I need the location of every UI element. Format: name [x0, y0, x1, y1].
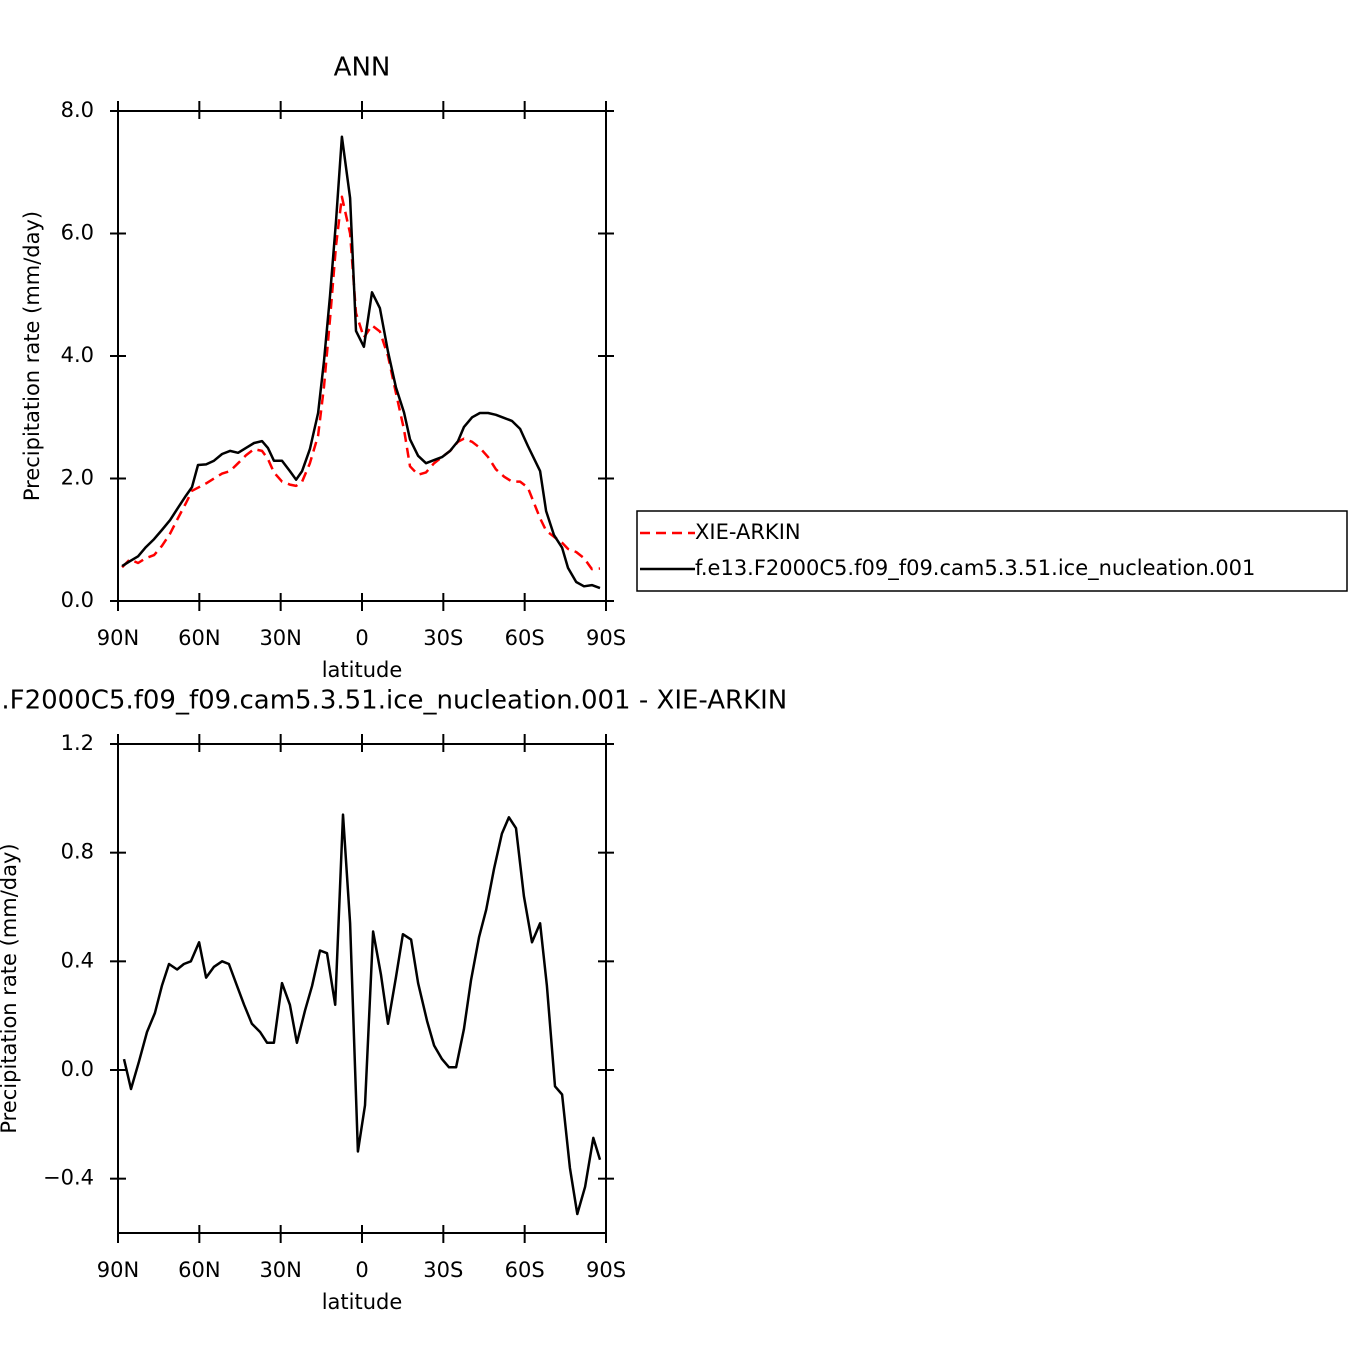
x-tick-label: 90N [97, 1258, 139, 1282]
legend-label: XIE-ARKIN [695, 520, 801, 544]
x-tick-label: 30S [423, 1258, 463, 1282]
x-axis-label: latitude [322, 658, 403, 682]
y-tick-label: 2.0 [61, 466, 94, 490]
y-tick-label: 0.4 [61, 948, 94, 972]
series-line [122, 813, 602, 1216]
y-tick-label: 1.2 [61, 731, 94, 755]
plot-frame [117, 110, 607, 602]
x-tick-label: 30S [423, 626, 463, 650]
legend-box [636, 510, 1348, 592]
x-tick-label: 90N [97, 626, 139, 650]
legend: XIE-ARKIN f.e13.F2000C5.f09_f09.cam5.3.51… [636, 510, 1348, 592]
y-tick-label: 0.0 [61, 588, 94, 612]
y-axis-label: Precipitation rate (mm/day) [20, 211, 44, 501]
plot-frame [117, 743, 607, 1234]
x-tick-label: 60S [505, 626, 545, 650]
legend-label: f.e13.F2000C5.f09_f09.cam5.3.51.ice_nucl… [695, 556, 1255, 581]
x-tick-label: 30N [259, 626, 301, 650]
y-tick-label: 6.0 [61, 221, 94, 245]
y-tick-label: 8.0 [61, 98, 94, 122]
x-tick-label: 0 [355, 1258, 368, 1282]
y-tick-label: 0.0 [61, 1057, 94, 1081]
y-axis-label: Precipitation rate (mm/day) [0, 843, 21, 1133]
series-line [121, 195, 601, 571]
y-tick-label: 4.0 [61, 343, 94, 367]
chart-title: f.e13.F2000C5.f09_f09.cam5.3.51.ice_nucl… [0, 686, 787, 716]
x-tick-label: 0 [355, 626, 368, 650]
x-tick-label: 30N [259, 1258, 301, 1282]
x-axis-label: latitude [322, 1290, 403, 1314]
series-line [121, 135, 601, 590]
x-tick-label: 60N [178, 626, 220, 650]
y-tick-label: 0.8 [61, 840, 94, 864]
x-tick-label: 90S [586, 1258, 626, 1282]
x-tick-label: 90S [586, 626, 626, 650]
chart-title: ANN [334, 53, 391, 83]
x-tick-label: 60N [178, 1258, 220, 1282]
x-tick-label: 60S [505, 1258, 545, 1282]
y-tick-label: −0.4 [43, 1166, 94, 1190]
